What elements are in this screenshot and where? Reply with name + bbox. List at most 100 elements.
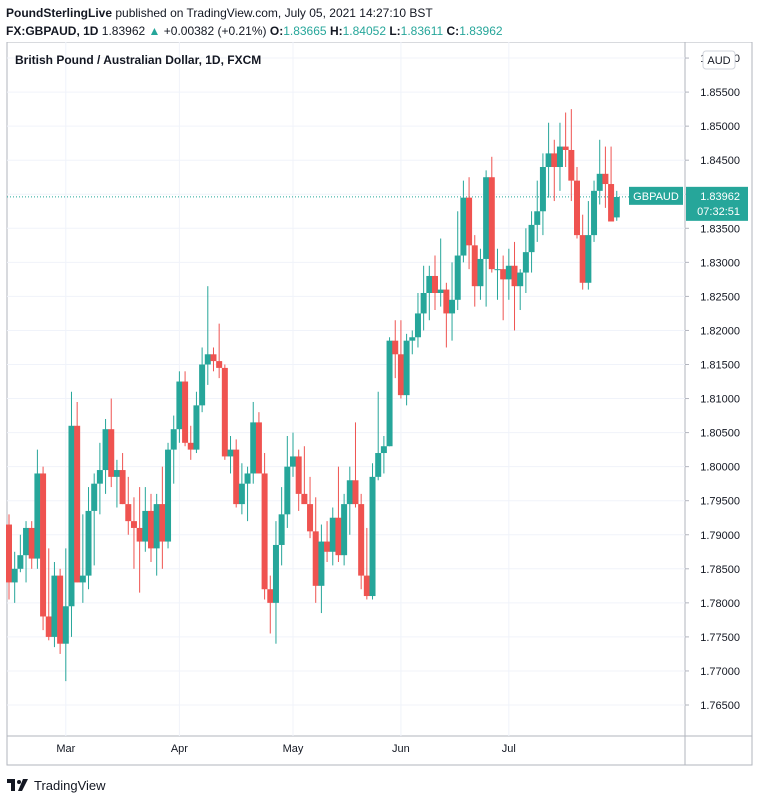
candle-down[interactable] (432, 275, 438, 293)
candle-down[interactable] (210, 354, 217, 362)
candlestick-chart[interactable]: 1.76500 1.77000 1.77500 1.78000 1.78500 1.790… (0, 42, 760, 772)
candle-up[interactable] (585, 235, 592, 283)
candle-down[interactable] (363, 575, 370, 597)
candle-down[interactable] (159, 504, 166, 542)
candle-up[interactable] (403, 340, 410, 396)
candle-down[interactable] (392, 340, 399, 355)
candle-down[interactable] (602, 173, 609, 185)
candle-down[interactable] (130, 521, 137, 528)
currency-badge[interactable] (702, 50, 736, 70)
candle-down[interactable] (574, 180, 580, 236)
candle-down[interactable] (233, 449, 240, 505)
candle-down[interactable] (466, 197, 473, 246)
candle-up[interactable] (556, 146, 563, 168)
candle-down[interactable] (471, 245, 478, 287)
candle-up[interactable] (460, 197, 467, 256)
candle-down[interactable] (295, 456, 302, 494)
candle-down[interactable] (307, 504, 314, 532)
candle-up[interactable] (346, 480, 353, 505)
candle-down[interactable] (216, 361, 223, 368)
candle-up[interactable] (250, 422, 257, 474)
candle-down[interactable] (579, 235, 586, 283)
candle-up[interactable] (369, 476, 376, 597)
candle-down[interactable] (562, 146, 569, 150)
candle-up[interactable] (437, 289, 444, 293)
candle-down[interactable] (136, 527, 143, 542)
candle-up[interactable] (386, 340, 393, 447)
tradingview-brand[interactable]: TradingView (34, 777, 106, 793)
candle-up[interactable] (193, 405, 200, 450)
candle-up[interactable] (62, 606, 69, 644)
candle-up[interactable] (483, 177, 490, 259)
candle-up[interactable] (153, 504, 160, 549)
candle-up[interactable] (204, 354, 211, 365)
candle-down[interactable] (255, 422, 262, 474)
candle-up[interactable] (102, 429, 109, 471)
candle-down[interactable] (57, 575, 64, 644)
candle-up[interactable] (545, 153, 552, 168)
candle-up[interactable] (591, 190, 598, 236)
candle-down[interactable] (261, 473, 268, 590)
candle-up[interactable] (11, 568, 18, 583)
candle-up[interactable] (528, 224, 535, 253)
candle-up[interactable] (477, 258, 484, 287)
candle-up[interactable] (165, 449, 172, 542)
candle-up[interactable] (113, 470, 120, 477)
candle-up[interactable] (375, 453, 382, 477)
candle-up[interactable] (79, 575, 86, 583)
candle-up[interactable] (34, 473, 41, 559)
candle-down[interactable] (443, 289, 450, 314)
candle-up[interactable] (68, 425, 75, 607)
candle-up[interactable] (414, 313, 421, 338)
candle-down[interactable] (488, 177, 495, 270)
candle-up[interactable] (17, 555, 24, 569)
candle-down[interactable] (608, 184, 615, 222)
candle-up[interactable] (290, 456, 296, 467)
candle-down[interactable] (551, 153, 558, 168)
author-name[interactable]: PoundSterlingLive (6, 6, 113, 20)
candle-up[interactable] (613, 196, 620, 218)
candle-up[interactable] (272, 544, 279, 603)
candle-up[interactable] (596, 173, 603, 191)
candle-up[interactable] (534, 211, 541, 225)
candle-up[interactable] (505, 265, 512, 280)
candle-up[interactable] (176, 381, 183, 430)
candle-down[interactable] (301, 493, 308, 505)
tradingview-logo-icon[interactable] (6, 777, 30, 793)
candle-down[interactable] (6, 524, 12, 583)
candle-up[interactable] (91, 483, 98, 511)
candle-down[interactable] (221, 367, 228, 457)
candle-up[interactable] (96, 470, 103, 484)
candle-down[interactable] (312, 531, 319, 586)
candle-up[interactable] (238, 483, 245, 505)
candle-down[interactable] (108, 429, 115, 477)
candle-up[interactable] (329, 517, 336, 552)
candle-down[interactable] (511, 265, 518, 287)
candle-down[interactable] (397, 354, 404, 396)
candle-down[interactable] (500, 269, 507, 280)
candle-up[interactable] (420, 292, 427, 314)
candle-up[interactable] (51, 575, 58, 637)
candle-up[interactable] (199, 364, 206, 406)
candle-up[interactable] (341, 504, 348, 556)
candle-up[interactable] (449, 299, 456, 314)
candle-up[interactable] (409, 337, 416, 341)
candle-up[interactable] (284, 466, 291, 515)
candle-up[interactable] (539, 167, 546, 212)
candle-down[interactable] (119, 470, 126, 505)
candle-up[interactable] (522, 252, 529, 273)
candle-down[interactable] (125, 504, 132, 522)
candle-down[interactable] (352, 480, 359, 505)
candle-down[interactable] (335, 517, 342, 556)
candle-up[interactable] (494, 269, 501, 271)
candle-up[interactable] (244, 473, 251, 484)
candle-up[interactable] (454, 255, 461, 300)
candle-up[interactable] (278, 514, 285, 545)
candle-up[interactable] (318, 541, 325, 586)
candle-down[interactable] (45, 616, 52, 637)
candle-down[interactable] (182, 381, 189, 443)
candle-up[interactable] (85, 510, 92, 576)
candle-down[interactable] (568, 149, 575, 181)
candle-down[interactable] (324, 541, 331, 552)
chart-area[interactable]: 1.76500 1.77000 1.77500 1.78000 1.78500 1.790… (0, 42, 760, 772)
